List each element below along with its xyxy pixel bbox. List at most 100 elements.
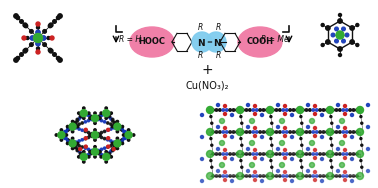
Circle shape [292, 109, 295, 111]
Circle shape [321, 24, 324, 27]
Circle shape [360, 116, 362, 118]
Circle shape [87, 148, 90, 151]
Circle shape [223, 156, 226, 159]
Circle shape [86, 113, 88, 116]
Circle shape [110, 150, 112, 152]
Circle shape [110, 128, 112, 130]
Circle shape [64, 130, 66, 133]
Circle shape [284, 171, 287, 174]
Circle shape [73, 144, 76, 147]
Circle shape [282, 175, 285, 177]
Circle shape [231, 158, 234, 161]
Circle shape [276, 126, 279, 129]
Circle shape [100, 136, 103, 139]
Circle shape [241, 144, 243, 146]
Circle shape [112, 148, 115, 151]
Circle shape [215, 109, 218, 111]
Circle shape [254, 156, 257, 159]
Circle shape [313, 112, 316, 115]
Circle shape [115, 146, 117, 149]
Text: R = H: R = H [119, 36, 141, 45]
Circle shape [118, 141, 120, 143]
Circle shape [301, 166, 303, 168]
Circle shape [231, 136, 234, 139]
Circle shape [289, 131, 291, 133]
Circle shape [335, 39, 338, 43]
Circle shape [256, 175, 258, 177]
Circle shape [94, 122, 96, 124]
Circle shape [335, 109, 338, 111]
Circle shape [232, 109, 235, 111]
Circle shape [284, 105, 287, 108]
Circle shape [285, 175, 288, 177]
Circle shape [99, 117, 101, 119]
Circle shape [305, 131, 308, 133]
Circle shape [254, 105, 257, 108]
Circle shape [53, 20, 56, 23]
Circle shape [310, 118, 314, 124]
Circle shape [110, 112, 112, 114]
Circle shape [92, 151, 94, 154]
Circle shape [305, 109, 308, 111]
Circle shape [119, 128, 122, 130]
Circle shape [118, 127, 120, 129]
Circle shape [252, 153, 255, 155]
Circle shape [36, 41, 40, 46]
Text: +: + [201, 63, 213, 77]
Circle shape [231, 180, 234, 183]
Circle shape [68, 140, 71, 142]
Circle shape [292, 175, 295, 177]
Circle shape [270, 116, 272, 118]
Circle shape [349, 131, 352, 133]
Circle shape [344, 149, 347, 152]
Circle shape [344, 112, 347, 115]
Circle shape [102, 113, 104, 116]
Circle shape [80, 110, 87, 117]
Circle shape [62, 135, 64, 137]
Circle shape [327, 106, 333, 114]
Circle shape [222, 131, 225, 133]
Circle shape [252, 175, 255, 177]
Circle shape [20, 53, 23, 56]
Circle shape [75, 143, 77, 146]
Circle shape [236, 131, 238, 133]
Circle shape [113, 146, 115, 149]
Circle shape [254, 127, 257, 130]
Circle shape [96, 116, 98, 119]
Circle shape [266, 129, 274, 136]
Circle shape [284, 149, 287, 152]
Circle shape [332, 153, 334, 155]
Circle shape [339, 175, 341, 177]
Circle shape [361, 144, 363, 146]
Circle shape [245, 109, 248, 111]
Circle shape [91, 148, 99, 155]
Circle shape [284, 156, 287, 159]
Circle shape [103, 113, 106, 115]
Circle shape [22, 36, 26, 40]
Circle shape [266, 106, 274, 114]
Circle shape [313, 127, 316, 130]
Circle shape [218, 131, 221, 133]
Circle shape [121, 129, 123, 131]
Circle shape [84, 155, 87, 157]
Circle shape [356, 173, 364, 180]
Circle shape [222, 175, 225, 177]
Circle shape [113, 127, 115, 129]
Text: R = Me: R = Me [261, 36, 289, 45]
Circle shape [241, 122, 243, 124]
Circle shape [71, 147, 74, 150]
Circle shape [48, 24, 52, 28]
Circle shape [71, 137, 74, 140]
Circle shape [285, 131, 288, 133]
Circle shape [99, 115, 101, 117]
Circle shape [256, 131, 258, 133]
Circle shape [254, 134, 257, 137]
Circle shape [92, 116, 94, 119]
Circle shape [285, 153, 288, 155]
Circle shape [312, 153, 314, 155]
Circle shape [256, 153, 258, 155]
Circle shape [321, 136, 324, 139]
Circle shape [330, 160, 332, 162]
Circle shape [126, 135, 128, 137]
Circle shape [91, 115, 99, 122]
